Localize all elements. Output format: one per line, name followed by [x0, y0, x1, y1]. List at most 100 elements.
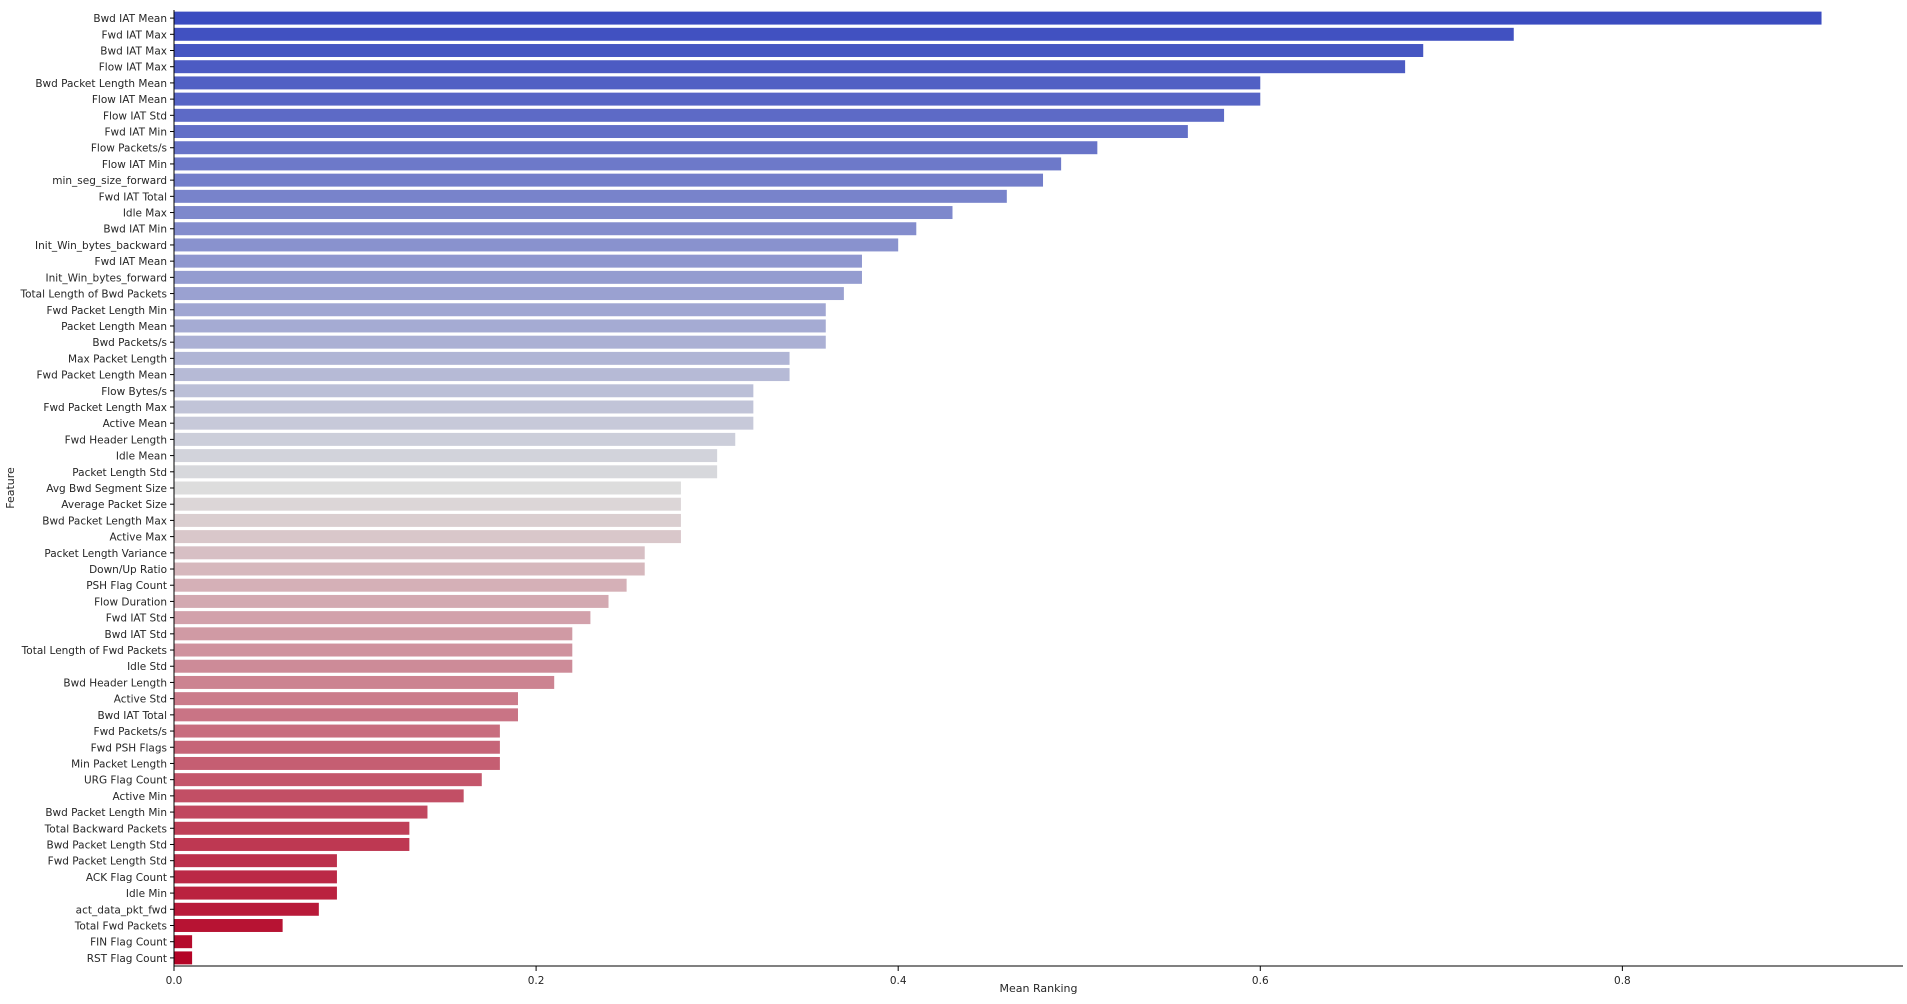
bar [174, 125, 1188, 139]
y-tick-label: Fwd Packet Length Max [43, 402, 167, 414]
bar [174, 222, 917, 236]
y-tick-label: Down/Up Ratio [89, 564, 167, 576]
y-tick-label: Total Length of Bwd Packets [20, 289, 168, 301]
bar [174, 886, 337, 900]
bar [174, 546, 645, 560]
bar [174, 400, 754, 414]
x-axis-label: Mean Ranking [1000, 982, 1078, 995]
bar [174, 108, 1225, 122]
y-tick-label: Packet Length Std [72, 467, 167, 479]
y-tick-label: Idle Max [123, 208, 167, 220]
y-tick-label: Bwd Packet Length Mean [35, 78, 167, 90]
y-tick-label: Idle Mean [116, 451, 167, 463]
bar [174, 837, 410, 851]
x-tick-label: 0.2 [528, 975, 545, 987]
bar [174, 935, 193, 949]
x-tick-label: 0.0 [166, 975, 183, 987]
y-tick-label: Fwd IAT Mean [95, 256, 167, 268]
bar [174, 287, 844, 301]
y-tick-label: Packet Length Variance [44, 548, 167, 560]
bar [174, 254, 862, 268]
bar [174, 157, 1062, 171]
y-tick-label: Bwd Packets/s [92, 337, 167, 349]
y-tick-label: Average Packet Size [61, 499, 167, 511]
bar [174, 27, 1514, 41]
bar [174, 335, 826, 349]
bar [174, 659, 573, 673]
bar [174, 206, 953, 220]
bars-layer [174, 11, 1822, 965]
bar [174, 303, 826, 317]
y-tick-label: Fwd PSH Flags [91, 742, 167, 754]
bar [174, 11, 1822, 25]
y-tick-labels: Bwd IAT Mean Fwd IAT Max Bwd IAT Max Flow I… [20, 13, 174, 965]
bar [174, 270, 862, 284]
y-tick-label: Flow IAT Max [99, 62, 167, 74]
y-tick-label: Active Max [109, 532, 167, 544]
bar [174, 724, 500, 738]
x-ticks: 0.0 0.2 0.4 0.6 0.8 [166, 966, 1631, 987]
bar [174, 870, 337, 884]
y-tick-label: Idle Min [126, 888, 167, 900]
bar [174, 562, 645, 576]
y-tick-label: Bwd IAT Min [103, 224, 167, 236]
bar [174, 708, 518, 722]
y-tick-label: Total Fwd Packets [74, 920, 167, 932]
y-tick-label: Active Mean [103, 418, 167, 430]
bar [174, 854, 337, 868]
y-tick-label: min_seg_size_forward [52, 175, 167, 187]
bar [174, 465, 718, 479]
bar [174, 692, 518, 706]
bar [174, 740, 500, 754]
y-tick-label: act_data_pkt_fwd [76, 904, 167, 916]
y-tick-label: Bwd IAT Total [97, 710, 167, 722]
x-tick-label: 0.4 [890, 975, 907, 987]
bar [174, 821, 410, 835]
y-tick-label: Flow IAT Mean [92, 94, 167, 106]
y-tick-label: RST Flag Count [87, 953, 167, 965]
bar [174, 805, 428, 819]
y-tick-label: Bwd Packet Length Max [42, 515, 167, 527]
bar [174, 384, 754, 398]
y-tick-label: Avg Bwd Segment Size [46, 483, 167, 495]
y-tick-label: Bwd Packet Length Std [47, 839, 167, 851]
y-tick-label: Fwd IAT Std [106, 613, 167, 625]
bar [174, 449, 718, 463]
bar [174, 773, 482, 787]
y-tick-label: Bwd IAT Max [100, 46, 167, 58]
y-tick-label: Active Min [113, 791, 167, 803]
bar [174, 594, 609, 608]
y-tick-label: Fwd Packet Length Min [46, 305, 167, 317]
bar [174, 513, 681, 527]
y-tick-label: Packet Length Mean [61, 321, 167, 333]
y-tick-label: Flow Packets/s [91, 143, 167, 155]
y-tick-label: Fwd IAT Max [101, 29, 167, 41]
y-tick-label: Fwd IAT Total [99, 191, 167, 203]
y-tick-label: PSH Flag Count [86, 580, 167, 592]
bar [174, 44, 1424, 57]
bar [174, 530, 681, 544]
bar [174, 238, 899, 252]
y-tick-label: Flow Bytes/s [101, 386, 167, 398]
bar [174, 481, 681, 495]
y-tick-label: Bwd Header Length [63, 677, 167, 689]
bar [174, 789, 464, 803]
bar [174, 351, 790, 365]
bar [174, 627, 573, 641]
y-tick-label: Min Packet Length [71, 758, 167, 770]
bar [174, 951, 193, 965]
y-tick-label: Flow Duration [94, 596, 167, 608]
y-tick-label: Init_Win_bytes_backward [35, 240, 167, 252]
y-tick-label: Flow IAT Std [103, 110, 167, 122]
bar [174, 919, 283, 932]
y-tick-label: Bwd Packet Length Min [45, 807, 167, 819]
bar [174, 643, 573, 657]
y-tick-label: Idle Std [127, 661, 167, 673]
y-tick-label: Total Length of Fwd Packets [21, 645, 167, 657]
bar [174, 902, 319, 916]
y-tick-label: Fwd Packet Length Mean [37, 370, 167, 382]
y-axis-label: Feature [4, 467, 17, 509]
y-tick-label: Fwd Header Length [65, 434, 167, 446]
